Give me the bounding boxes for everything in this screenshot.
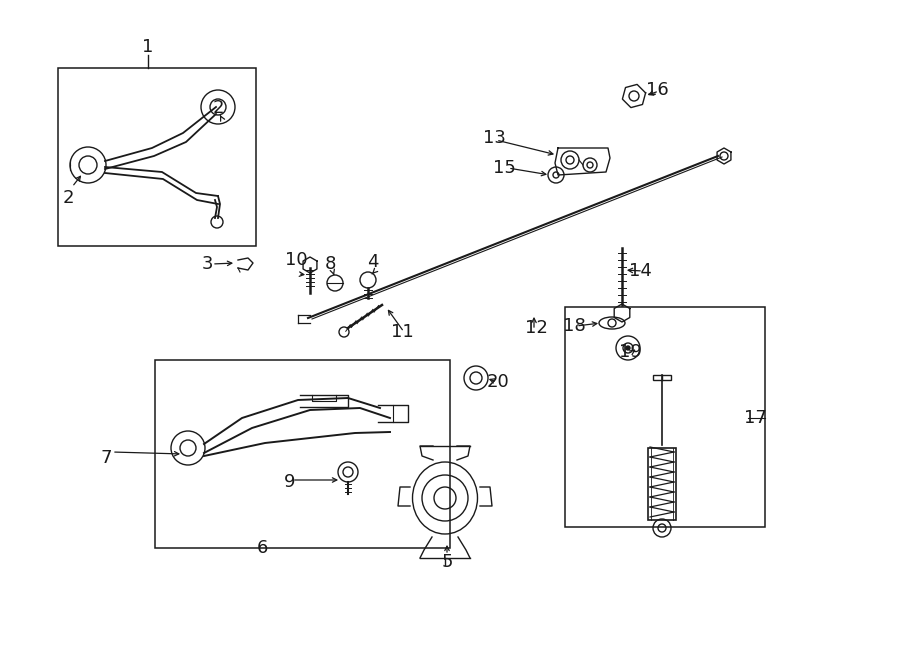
Text: 17: 17 xyxy=(743,409,767,427)
Bar xyxy=(58,68,256,246)
Text: 14: 14 xyxy=(628,262,652,280)
Text: 4: 4 xyxy=(367,253,379,271)
Bar xyxy=(565,307,765,527)
Text: 1: 1 xyxy=(142,38,154,56)
Text: 8: 8 xyxy=(324,255,336,273)
Circle shape xyxy=(626,346,630,350)
Text: 13: 13 xyxy=(482,129,506,147)
Text: 19: 19 xyxy=(618,343,642,361)
Text: 10: 10 xyxy=(284,251,307,269)
Text: 6: 6 xyxy=(256,539,267,557)
Text: 9: 9 xyxy=(284,473,296,491)
Text: 5: 5 xyxy=(441,553,453,571)
Text: 18: 18 xyxy=(562,317,585,335)
Text: 2: 2 xyxy=(62,189,74,207)
Text: 2: 2 xyxy=(212,99,224,117)
Text: 15: 15 xyxy=(492,159,516,177)
Text: 7: 7 xyxy=(100,449,112,467)
Text: 12: 12 xyxy=(525,319,547,337)
Bar xyxy=(653,375,671,380)
Text: 11: 11 xyxy=(391,323,413,341)
Bar xyxy=(648,448,676,520)
Bar xyxy=(155,360,450,548)
Text: 3: 3 xyxy=(202,255,212,273)
Text: 20: 20 xyxy=(487,373,509,391)
Text: 16: 16 xyxy=(645,81,669,99)
